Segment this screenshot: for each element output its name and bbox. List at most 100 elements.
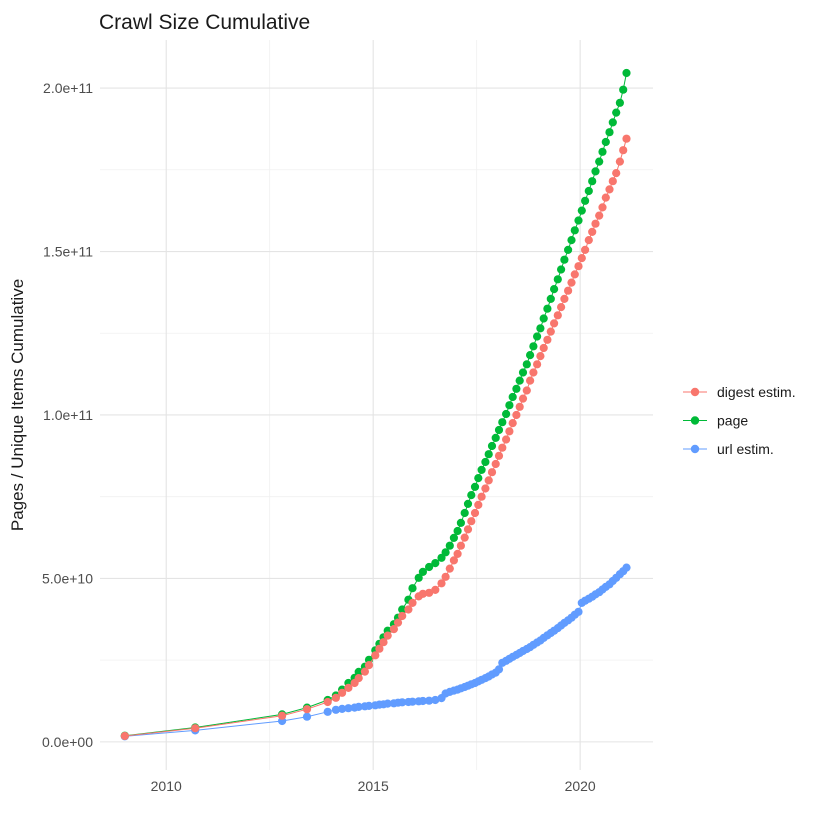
data-point-page — [539, 314, 548, 323]
data-point-page — [453, 526, 462, 536]
legend-item-digest-estim: digest estim. — [683, 384, 796, 400]
data-point-digest-estim — [425, 588, 434, 597]
y-axis-tick-labels: 0.0e+00 5.0e+10 1.0e+11 1.5e+11 2.0e+11 — [42, 80, 93, 750]
data-point-page — [484, 450, 493, 459]
data-point-url-estim — [331, 705, 340, 714]
data-point-digest-estim — [323, 697, 332, 707]
data-point-digest-estim — [474, 500, 483, 509]
data-point-page — [431, 559, 440, 568]
data-point-digest-estim — [557, 303, 566, 312]
data-point-url-estim — [344, 704, 353, 713]
data-point-url-estim — [398, 698, 407, 707]
data-point-digest-estim — [431, 585, 440, 595]
data-point-digest-estim — [601, 193, 610, 202]
data-point-digest-estim — [605, 185, 614, 194]
data-point-digest-estim — [375, 644, 384, 653]
data-point-page — [449, 533, 458, 543]
data-point-page — [557, 265, 566, 274]
data-point-page — [564, 245, 573, 254]
data-point-page — [588, 177, 597, 186]
data-point-digest-estim — [191, 724, 200, 733]
data-point-page — [460, 508, 469, 518]
data-point-page — [491, 433, 500, 442]
data-point-page — [498, 418, 507, 427]
data-point-digest-estim — [484, 476, 493, 485]
data-point-digest-estim — [615, 157, 625, 166]
data-point-page — [522, 360, 531, 369]
y-tick-label: 1.0e+11 — [43, 407, 93, 423]
data-point-digest-estim — [584, 236, 593, 245]
data-point-digest-estim — [344, 683, 353, 693]
data-point-digest-estim — [526, 376, 535, 385]
data-point-url-estim — [574, 607, 583, 616]
data-point-url-estim — [622, 563, 631, 572]
legend-label-digest: digest estim. — [717, 384, 796, 400]
data-point-digest-estim — [460, 533, 469, 542]
x-tick-label: 2020 — [565, 778, 596, 794]
data-point-digest-estim — [398, 611, 407, 621]
legend-item-url-estim: url estim. — [683, 441, 774, 457]
data-point-digest-estim — [539, 343, 548, 353]
data-point-digest-estim — [515, 402, 524, 411]
data-point-page — [502, 409, 511, 419]
x-tick-label: 2015 — [358, 778, 389, 794]
data-point-page — [512, 384, 521, 393]
data-point-page — [418, 567, 427, 577]
data-point-digest-estim — [383, 631, 392, 640]
data-point-digest-estim — [379, 638, 388, 647]
x-tick-label: 2010 — [151, 778, 182, 794]
data-series — [120, 68, 631, 741]
data-point-page — [463, 499, 473, 508]
data-point-digest-estim — [445, 564, 454, 573]
x-axis-tick-labels: 2010 2015 2020 — [151, 778, 596, 794]
data-point-digest-estim — [553, 311, 562, 320]
data-point-digest-estim — [543, 335, 552, 344]
data-point-digest-estim — [371, 651, 380, 660]
data-point-page — [398, 605, 407, 614]
data-point-page — [608, 118, 617, 127]
chart-title: Crawl Size Cumulative — [99, 11, 310, 34]
data-point-page — [567, 236, 576, 245]
data-point-page — [474, 474, 483, 483]
data-point-page — [508, 392, 517, 402]
data-point-url-estim — [494, 665, 504, 674]
data-point-page — [456, 518, 465, 528]
data-point-digest-estim — [360, 667, 369, 676]
data-point-digest-estim — [467, 517, 476, 526]
data-point-page — [601, 137, 610, 147]
data-point-digest-estim — [574, 262, 583, 271]
data-point-digest-estim — [278, 711, 287, 720]
data-point-digest-estim — [608, 177, 617, 186]
data-point-page — [598, 147, 607, 156]
data-point-digest-estim — [453, 549, 462, 559]
data-point-digest-estim — [595, 211, 604, 220]
data-point-page — [581, 196, 590, 205]
data-point-digest-estim — [354, 674, 363, 683]
data-point-page — [619, 85, 628, 94]
data-point-page — [550, 285, 559, 294]
data-point-digest-estim — [588, 227, 597, 236]
data-point-digest-estim — [550, 319, 559, 328]
data-point-url-estim — [408, 697, 417, 706]
y-tick-label: 2.0e+11 — [43, 80, 93, 96]
data-point-digest-estim — [331, 693, 340, 702]
data-point-page — [467, 491, 476, 500]
data-point-digest-estim — [364, 661, 374, 670]
data-point-digest-estim — [463, 525, 473, 534]
legend: digest estim. page url estim. — [683, 384, 796, 457]
data-point-digest-estim — [546, 327, 555, 336]
data-point-page — [445, 541, 454, 550]
data-point-digest-estim — [491, 459, 500, 469]
data-point-page — [605, 128, 614, 137]
legend-label-page: page — [717, 413, 748, 429]
data-point-digest-estim — [512, 410, 521, 420]
data-point-digest-estim — [408, 598, 417, 608]
data-point-page — [570, 226, 579, 235]
data-point-url-estim — [302, 712, 312, 721]
legend-key-point-digest — [690, 387, 700, 397]
data-point-page — [515, 376, 524, 385]
data-point-digest-estim — [456, 541, 465, 550]
data-point-page — [574, 216, 583, 225]
data-point-page — [577, 206, 586, 215]
